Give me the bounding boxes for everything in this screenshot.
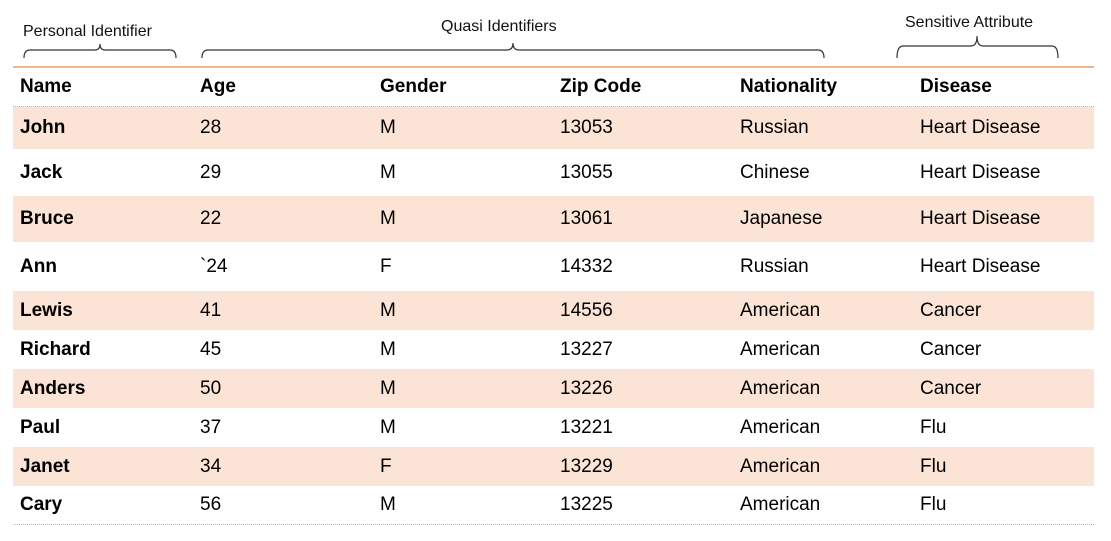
table-row: Paul 37 M 13221 American Flu: [13, 408, 1094, 447]
cell-nationality: Japanese: [740, 208, 823, 229]
cell-gender: M: [380, 117, 396, 138]
cell-nationality: Russian: [740, 255, 809, 277]
cell-zip-code: 13225: [560, 494, 613, 515]
table-row: Ann `24 F 14332 Russian Heart Disease: [13, 242, 1094, 291]
cell-nationality: American: [740, 416, 821, 438]
personal-identifier-label: Personal Identifier: [23, 23, 152, 40]
header-name: Name: [20, 76, 72, 97]
table-header-row: Name Age Gender Zip Code Nationality Dis…: [13, 68, 1094, 107]
cell-zip-code: 14556: [560, 299, 613, 321]
header-nationality: Nationality: [740, 76, 838, 97]
cell-gender: M: [380, 299, 396, 321]
cell-nationality: Chinese: [740, 161, 810, 183]
cell-age: 45: [200, 338, 222, 360]
cell-name: Janet: [20, 455, 70, 477]
cell-gender: M: [380, 377, 396, 399]
cell-gender: M: [380, 161, 396, 183]
cell-gender: M: [380, 208, 396, 229]
cell-zip-code: 13229: [560, 455, 613, 477]
table-top-rule: [13, 66, 1094, 68]
cell-name: Jack: [20, 161, 63, 183]
cell-zip-code: 13227: [560, 338, 613, 360]
cell-zip-code: 13221: [560, 416, 613, 438]
cell-disease: Flu: [920, 416, 947, 438]
cell-gender: F: [380, 455, 392, 477]
cell-age: 41: [200, 299, 222, 321]
cell-nationality: American: [740, 299, 821, 321]
quasi-identifiers-brace: [201, 42, 825, 59]
cell-name: Lewis: [20, 299, 73, 321]
table-row: Cary 56 M 13225 American Flu: [13, 486, 1094, 524]
cell-disease: Flu: [920, 494, 947, 515]
cell-age: 22: [200, 208, 222, 229]
group-braces: [23, 35, 1059, 59]
cell-age: 34: [200, 455, 222, 477]
cell-age: 37: [200, 416, 222, 438]
cell-name: Richard: [20, 338, 91, 360]
cell-gender: F: [380, 255, 392, 277]
cell-gender: M: [380, 416, 396, 438]
cell-disease: Heart Disease: [920, 208, 1041, 229]
header-gender: Gender: [380, 76, 447, 97]
cell-age: 56: [200, 494, 222, 515]
cell-zip-code: 13226: [560, 377, 613, 399]
cell-zip-code: 13061: [560, 208, 613, 229]
sensitive-attribute-label: Sensitive Attribute: [905, 14, 1034, 31]
cell-age: 28: [200, 117, 222, 138]
cell-disease: Heart Disease: [920, 117, 1041, 138]
cell-name: Cary: [20, 494, 63, 515]
cell-age: 29: [200, 161, 222, 183]
cell-name: Anders: [20, 377, 86, 399]
cell-zip-code: 13055: [560, 161, 613, 183]
table-row: John 28 M 13053 Russian Heart Disease: [13, 107, 1094, 149]
cell-name: Bruce: [20, 208, 74, 229]
table-row: Richard 45 M 13227 American Cancer: [13, 330, 1094, 369]
table-row: Janet 34 F 13229 American Flu: [13, 447, 1094, 486]
cell-disease: Flu: [920, 455, 947, 477]
cell-nationality: American: [740, 455, 821, 477]
cell-disease: Cancer: [920, 338, 982, 360]
quasi-identifiers-label: Quasi Identifiers: [441, 18, 557, 35]
cell-zip-code: 13053: [560, 117, 613, 138]
personal-identifier-brace: [23, 43, 177, 59]
header-disease: Disease: [920, 76, 992, 97]
data-table: Name Age Gender Zip Code Nationality Dis…: [13, 66, 1094, 525]
cell-gender: M: [380, 338, 396, 360]
cell-disease: Heart Disease: [920, 161, 1041, 183]
header-age: Age: [200, 76, 236, 97]
cell-nationality: American: [740, 377, 821, 399]
cell-name: Paul: [20, 416, 61, 438]
table-row: Bruce 22 M 13061 Japanese Heart Disease: [13, 196, 1094, 242]
cell-nationality: American: [740, 494, 821, 515]
cell-disease: Cancer: [920, 377, 982, 399]
table-row: Lewis 41 M 14556 American Cancer: [13, 291, 1094, 330]
cell-age: `24: [200, 255, 228, 277]
cell-disease: Heart Disease: [920, 255, 1041, 277]
cell-age: 50: [200, 377, 222, 399]
sensitive-attribute-brace: [896, 35, 1059, 59]
table-row: Jack 29 M 13055 Chinese Heart Disease: [13, 149, 1094, 196]
cell-disease: Cancer: [920, 299, 982, 321]
cell-nationality: Russian: [740, 117, 809, 138]
cell-nationality: American: [740, 338, 821, 360]
cell-gender: M: [380, 494, 396, 515]
cell-zip-code: 14332: [560, 255, 613, 277]
header-zip-code: Zip Code: [560, 76, 642, 97]
cell-name: Ann: [20, 255, 57, 277]
table-bottom-rule: [13, 524, 1094, 525]
cell-name: John: [20, 117, 66, 138]
table-row: Anders 50 M 13226 American Cancer: [13, 369, 1094, 408]
